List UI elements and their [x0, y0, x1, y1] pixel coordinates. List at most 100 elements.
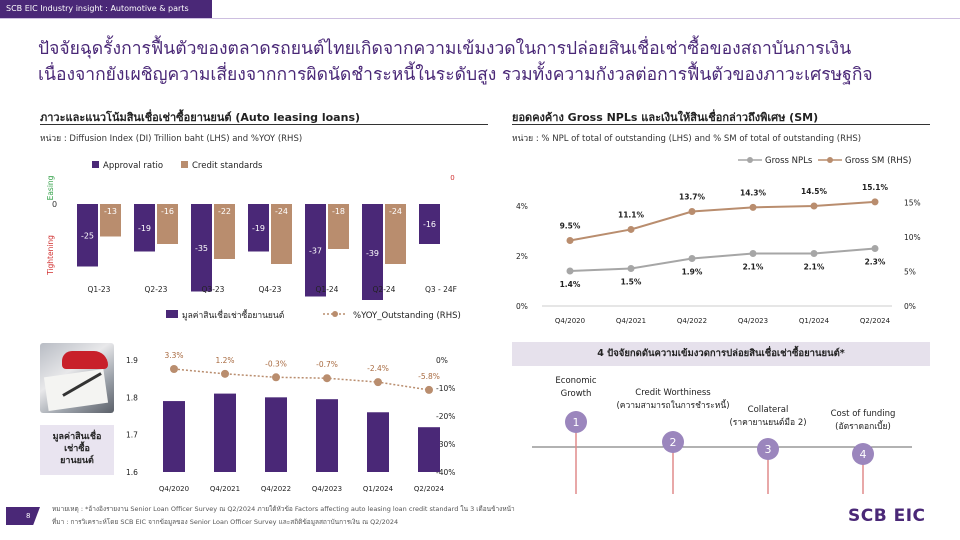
- npl-sm-title: ยอดคงค้าง Gross NPLs และเงินให้สินเชื่อก…: [512, 111, 819, 124]
- data-label: 11.1%: [618, 210, 645, 219]
- series-line: [569, 200, 876, 242]
- zero-label: 0: [52, 200, 57, 209]
- legend-marker-npl: [747, 157, 753, 163]
- bar-approval-ratio: [191, 204, 212, 292]
- series-point: [749, 250, 757, 257]
- factor-number: 2: [670, 436, 677, 449]
- left-tick-label: 1.9: [126, 356, 138, 365]
- yoy-point: [272, 373, 280, 382]
- x-tick-label: Q1-24: [316, 285, 339, 294]
- data-label: 1.4%: [560, 280, 581, 289]
- bar-approval-ratio: [305, 204, 326, 297]
- factor-title: Collateral: [748, 405, 789, 415]
- legend-gross-npls: Gross NPLs: [765, 156, 813, 166]
- bar-credit-standards: [328, 204, 349, 249]
- x-tick-label: Q1-23: [88, 285, 111, 294]
- factor-number: 3: [765, 443, 772, 456]
- scb-eic-logo: SCB EIC: [848, 506, 926, 526]
- series-point: [688, 255, 696, 262]
- factor-subtitle: (ราคายานยนต์มือ 2): [729, 417, 806, 428]
- yoy-point: [374, 378, 382, 387]
- headline-line-2: เนื่องจากยังเผชิญความเสี่ยงจากการผิดนัดช…: [38, 65, 873, 85]
- bar-loan-value: [367, 412, 389, 472]
- right-tick-label: 10%: [904, 233, 921, 242]
- right-tick-label: 5%: [904, 268, 916, 277]
- data-label: 2.3%: [865, 258, 886, 267]
- page-number: 8: [6, 507, 40, 525]
- legend-credit-standards: Credit standards: [192, 161, 263, 171]
- loan-standards-title: ภาวะและแนวโน้มสินเชื่อเช่าซื้อยานยนต์ (A…: [40, 111, 361, 124]
- factor-subtitle: (อัตราดอกเบี้ย): [835, 420, 891, 432]
- right-tick-label: 15%: [904, 199, 921, 208]
- yoy-point: [170, 365, 178, 373]
- factor-number: 1: [573, 416, 580, 429]
- left-tick-label: 2%: [516, 252, 528, 261]
- headline-line-1: ปัจจัยฉุดรั้งการฟื้นตัวของตลาดรถยนต์ไทยเ…: [38, 39, 852, 59]
- x-tick-label: Q4/2022: [677, 317, 707, 325]
- header-divider: [0, 18, 960, 19]
- x-tick-label: Q4/2021: [616, 317, 646, 325]
- legend-loan-value: มูลค่าสินเชื่อเช่าซื้อยานยนต์: [182, 309, 284, 321]
- loan-standards-chart: Easing Tightening 0 Approval ratio Credi…: [46, 161, 457, 300]
- data-label: 13.7%: [679, 193, 706, 202]
- x-tick-label: Q4/2022: [261, 485, 291, 493]
- bar-credit-standards: [100, 204, 121, 237]
- yoy-point: [425, 385, 433, 394]
- series-point: [688, 208, 696, 216]
- right-tick-label: -20%: [436, 412, 455, 421]
- loan-value-chart: 1.6 1.7 1.8 1.9 -40% -30% -20% -10% 0% 3.3% 1.2% -0…: [126, 351, 455, 493]
- series-point: [749, 203, 757, 211]
- bar-credit-standards: [271, 204, 292, 264]
- yoy-label: 1.2%: [215, 356, 234, 365]
- bar-label-approval: -39: [366, 249, 379, 258]
- data-label: 1.9%: [682, 268, 703, 277]
- loan-standards-unit: หน่วย : Diffusion Index (DI) Trillion ba…: [40, 134, 303, 144]
- bar-label-approval: -19: [138, 224, 151, 233]
- bar-credit-standards: [214, 204, 235, 259]
- bar-label-credit: -24: [389, 207, 402, 216]
- right-tick-label: -10%: [436, 384, 455, 393]
- x-tick-label: Q2-23: [145, 285, 168, 294]
- npl-sm-underline: [512, 124, 930, 125]
- series-point: [871, 198, 879, 206]
- bar-loan-value: [163, 401, 185, 472]
- bar-label-credit: -24: [275, 207, 288, 216]
- bar-loan-value: [214, 393, 236, 472]
- bar-label-approval: -37: [309, 246, 322, 255]
- factor-title: Economic: [555, 376, 596, 386]
- x-tick-label: Q1/2024: [799, 317, 830, 325]
- left-tick-label: 1.7: [126, 431, 138, 440]
- npl-sm-unit: หน่วย : % NPL of total of outstanding (L…: [512, 134, 862, 144]
- bar-label-approval: -16: [423, 220, 436, 229]
- tightening-axis-label: Tightening: [46, 235, 55, 276]
- factor-number: 4: [860, 448, 867, 461]
- data-label: 14.3%: [740, 188, 767, 197]
- series-point: [871, 245, 879, 252]
- data-label: 1.5%: [621, 278, 642, 287]
- side-box-line-2: เช่าซื้อ: [64, 444, 90, 454]
- bar-label-credit: -16: [161, 207, 174, 216]
- bar-label-approval: -25: [81, 231, 94, 240]
- loan-value-label-box: มูลค่าสินเชื่อ เช่าซื้อ ยานยนต์: [40, 425, 114, 475]
- yoy-line: [173, 368, 430, 391]
- data-label: 9.5%: [560, 221, 581, 230]
- series-point: [627, 265, 635, 272]
- left-tick-label: 0%: [516, 302, 528, 311]
- yoy-point: [221, 369, 229, 378]
- legend-marker-sm: [827, 157, 833, 163]
- x-tick-label: Q4/2020: [159, 485, 189, 493]
- car-shape: [62, 351, 108, 369]
- bar-credit-standards: [157, 204, 178, 244]
- yoy-label: -0.3%: [265, 359, 287, 368]
- factors-diagram: Economic Growth 1 Credit Worthiness(ความสาม…: [532, 376, 912, 494]
- x-tick-label: Q4/2023: [738, 317, 768, 325]
- x-tick-label: Q2/2024: [414, 485, 445, 493]
- series-point: [566, 267, 574, 275]
- bar-approval-ratio: [419, 204, 440, 244]
- bar-label-credit: -13: [104, 207, 117, 216]
- yoy-point: [323, 374, 331, 383]
- legend-approval-ratio: Approval ratio: [103, 161, 163, 171]
- factor-number-badge: [662, 431, 684, 453]
- legend-marker-yoy: [332, 311, 338, 317]
- factor-title: Credit Worthiness: [635, 388, 711, 398]
